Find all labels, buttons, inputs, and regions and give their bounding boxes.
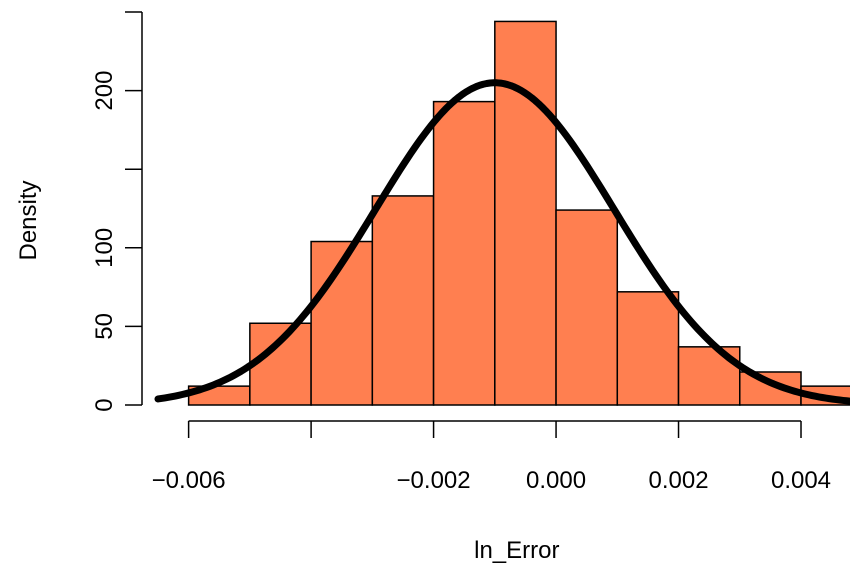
histogram-bar [494, 20, 557, 406]
histogram-bars [187, 20, 850, 406]
y-tick-label: 0 [91, 398, 118, 411]
histogram-bar [432, 100, 496, 406]
histogram-bar [616, 291, 680, 406]
histogram-bar [371, 195, 435, 406]
y-tick-label: 50 [91, 313, 118, 340]
x-tick-label: −0.002 [397, 467, 471, 494]
x-axis: −0.006 −0.002 0.000 0.002 0.004 [152, 420, 831, 494]
y-axis: 0 50 100 200 [91, 11, 143, 412]
x-tick-label: 0.000 [526, 467, 586, 494]
x-tick-label: 0.004 [771, 467, 831, 494]
y-tick-label: 200 [91, 71, 118, 111]
y-tick-label: 100 [91, 228, 118, 268]
x-tick-label: −0.006 [152, 467, 226, 494]
y-axis-title: Density [15, 180, 42, 260]
density-curve [154, 79, 850, 405]
x-axis-title: ln_Error [474, 537, 559, 564]
histogram-bar [249, 322, 312, 406]
x-tick-label: 0.002 [648, 467, 708, 494]
histogram-bar [555, 209, 619, 406]
